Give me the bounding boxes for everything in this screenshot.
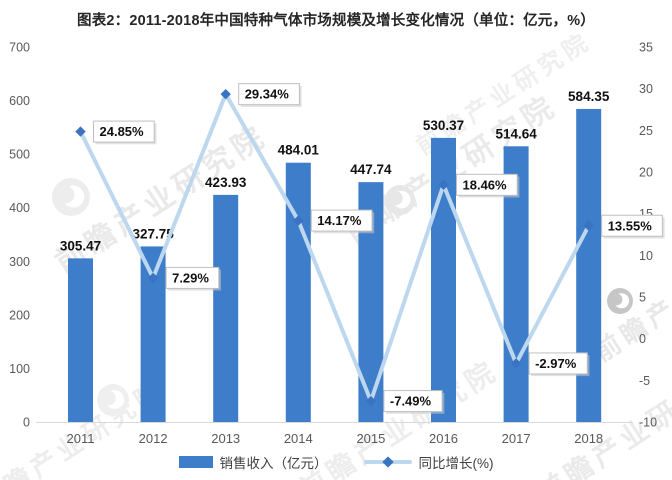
x-axis-label-2015: 2015 (356, 431, 385, 446)
left-axis-tick: 500 (9, 148, 30, 162)
bar-value-label: 484.01 (278, 143, 320, 158)
legend-label-growth: 同比增长(%) (418, 456, 494, 471)
right-axis-tick: 30 (639, 82, 653, 96)
right-axis-tick: 35 (639, 41, 653, 55)
left-axis-tick: 400 (9, 201, 30, 215)
legend: 销售收入（亿元） 同比增长(%) (0, 452, 672, 472)
bar-value-label: 327.75 (132, 226, 174, 241)
percent-callout-2013: 29.34% (238, 83, 302, 107)
bar-value-label: 530.37 (423, 118, 464, 133)
bar-value-label: 305.47 (60, 238, 101, 253)
right-axis-tick: 5 (639, 291, 646, 305)
right-axis-tick: 10 (639, 249, 653, 263)
percent-callout-2015: -7.49% (383, 390, 445, 414)
x-axis-label-2017: 2017 (502, 431, 531, 446)
line-marker-2011 (75, 126, 86, 137)
x-axis-label-2013: 2013 (211, 431, 240, 446)
percent-callout-2017: -2.97% (528, 352, 590, 377)
right-axis-tick: -10 (639, 416, 657, 430)
percent-label: -7.49% (390, 394, 432, 409)
percent-label: -2.97% (535, 356, 577, 371)
percent-callout-2016: 18.46% (456, 173, 520, 198)
x-axis-label-2014: 2014 (284, 431, 313, 446)
left-axis-tick: 200 (9, 308, 30, 322)
bar-value-label: 584.35 (568, 89, 610, 104)
bar-value-label: 423.93 (205, 175, 247, 190)
chart-title: 图表2：2011-2018年中国特种气体市场规模及增长变化情况（单位：亿元，%） (77, 13, 595, 29)
watermark-logo-icon (607, 288, 633, 314)
percent-label: 29.34% (245, 87, 290, 102)
left-axis-tick: 100 (9, 362, 30, 376)
bar-value-label: 514.64 (495, 126, 537, 141)
line-marker-2013 (220, 88, 231, 100)
percent-callout-2018: 13.55% (601, 214, 665, 239)
line-marker-2017 (510, 358, 522, 369)
right-axis-tick: -5 (639, 374, 650, 388)
percent-label: 18.46% (463, 177, 508, 192)
line-marker-2015 (365, 395, 377, 407)
line-marker-2016 (438, 179, 449, 191)
percent-callout-2014: 14.17% (310, 209, 375, 234)
bar-swatch-icon (178, 456, 213, 468)
percent-callout-2011: 24.85% (93, 120, 157, 145)
left-axis-tick: 300 (9, 255, 30, 269)
line-marker-2012 (147, 272, 159, 284)
left-axis-tick: 600 (9, 94, 30, 108)
watermark-logo-icon (97, 384, 129, 416)
diamond-marker-icon (381, 456, 394, 468)
line-marker-2014 (293, 215, 304, 226)
x-axis-label-2011: 2011 (67, 431, 95, 446)
x-axis-label-2016: 2016 (429, 431, 458, 446)
bar-2013 (213, 194, 239, 422)
legend-label-revenue: 销售收入（亿元） (219, 456, 328, 471)
percent-label: 13.55% (608, 218, 653, 233)
percent-label: 14.17% (317, 213, 362, 228)
percent-label: 7.29% (172, 270, 209, 285)
right-axis-tick: 0 (639, 332, 646, 346)
left-axis-tick: 0 (23, 416, 30, 430)
bar-2011 (68, 258, 93, 422)
bar-value-label: 447.74 (350, 162, 392, 177)
x-axis-label-2012: 2012 (139, 431, 168, 446)
legend-item-growth: 同比增长(%) (363, 452, 494, 472)
percent-callout-2012: 7.29% (165, 266, 221, 291)
x-axis-label-2018: 2018 (574, 431, 603, 446)
line-swatch-icon (363, 456, 412, 468)
right-axis-tick: 25 (639, 124, 653, 138)
left-axis-tick: 700 (9, 41, 30, 55)
watermark-logo-icon (52, 178, 90, 216)
percent-label: 24.85% (100, 124, 145, 139)
line-marker-2018 (583, 220, 594, 231)
watermark-logo-icon (385, 185, 415, 215)
growth-line (78, 92, 591, 404)
chart-canvas: 0100200300400500600700-10-50510152025303… (9, 41, 665, 446)
right-axis-tick: 20 (639, 166, 653, 180)
legend-item-revenue: 销售收入（亿元） (178, 452, 328, 472)
